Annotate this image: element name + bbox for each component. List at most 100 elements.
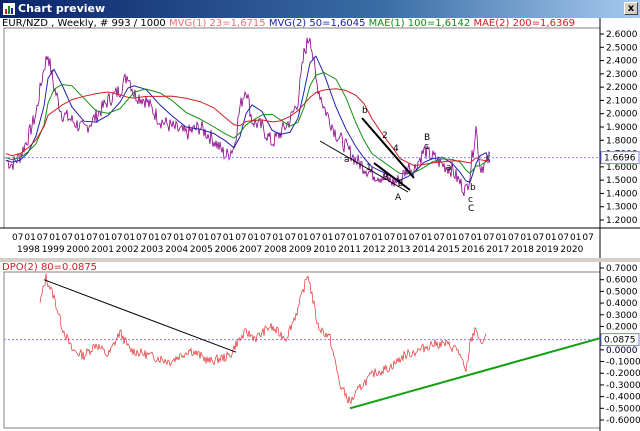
wave-annotation: c bbox=[468, 195, 473, 205]
x-month-label: 01 bbox=[124, 233, 135, 243]
x-month-label: 01 bbox=[248, 233, 259, 243]
x-month-label: 01 bbox=[446, 233, 457, 243]
x-month-label: 01 bbox=[496, 233, 507, 243]
x-month-label: 07 bbox=[508, 233, 519, 243]
x-year-label: 2015 bbox=[437, 245, 460, 255]
y-tick-label: 2.4000 bbox=[606, 57, 638, 67]
x-month-label: 01 bbox=[173, 233, 184, 243]
dpo-y-tick-label: -0.4000 bbox=[606, 393, 640, 403]
mvg1-legend: MVG(1) 23=1,6715 bbox=[168, 18, 266, 29]
dpo-uptrend-line bbox=[349, 337, 601, 410]
title-bar[interactable]: Chart preview x bbox=[0, 0, 640, 18]
y-tick-label: 1.5000 bbox=[606, 176, 638, 186]
x-month-label: 01 bbox=[322, 233, 333, 243]
x-year-label: 2020 bbox=[560, 245, 583, 255]
dpo-y-tick-label: -0.5000 bbox=[606, 404, 640, 414]
wave-annotation: a bbox=[344, 155, 350, 165]
y-tick-label: 1.9000 bbox=[606, 123, 638, 133]
x-month-label: 07 bbox=[310, 233, 321, 243]
y-tick-label: 2.6000 bbox=[606, 30, 638, 40]
x-month-label: 01 bbox=[520, 233, 531, 243]
x-month-label: 07 bbox=[62, 233, 73, 243]
last-value-label: 1.6696 bbox=[604, 154, 636, 164]
x-month-label: 01 bbox=[223, 233, 234, 243]
dpo-y-tick-label: -0.6000 bbox=[606, 416, 640, 426]
x-month-label: 07 bbox=[111, 233, 122, 243]
x-month-label: 07 bbox=[210, 233, 221, 243]
x-month-label: 07 bbox=[235, 233, 246, 243]
x-month-label: 01 bbox=[396, 233, 407, 243]
x-year-label: 2017 bbox=[486, 245, 509, 255]
x-year-label: 2013 bbox=[388, 245, 411, 255]
close-button[interactable]: x bbox=[624, 2, 638, 15]
mae1-legend: MAE(1) 100=1,6142 bbox=[368, 18, 471, 29]
x-month-label: 01 bbox=[24, 233, 35, 243]
window-title: Chart preview bbox=[18, 2, 106, 15]
x-month-label: 07 bbox=[558, 233, 569, 243]
dpo-chart-panel[interactable]: 0.70000.60000.50000.40000.30000.20000.10… bbox=[0, 262, 640, 431]
x-month-label: 07 bbox=[260, 233, 271, 243]
x-year-label: 2008 bbox=[264, 245, 287, 255]
x-month-label: 01 bbox=[372, 233, 383, 243]
dpo-series-line bbox=[39, 273, 487, 405]
x-year-label: 2009 bbox=[289, 245, 312, 255]
dpo-y-tick-label: 0.7000 bbox=[606, 264, 638, 274]
x-month-label: 07 bbox=[359, 233, 370, 243]
x-year-label: 1998 bbox=[17, 245, 40, 255]
mvg2-legend: MVG(2) 50=1,6045 bbox=[268, 18, 366, 29]
mvg2-line bbox=[5, 55, 491, 184]
x-year-label: 2007 bbox=[239, 245, 262, 255]
dpo-y-tick-label: 0.4000 bbox=[606, 299, 638, 309]
y-tick-label: 2.0000 bbox=[606, 110, 638, 120]
wave-annotation: 1 bbox=[366, 163, 372, 173]
x-year-label: 2006 bbox=[215, 245, 238, 255]
dpo-chart[interactable]: 0.70000.60000.50000.40000.30000.20000.10… bbox=[0, 262, 640, 431]
plot-area bbox=[3, 27, 601, 229]
wave-annotation: 5 bbox=[398, 179, 404, 189]
dpo-plot-area bbox=[3, 271, 601, 429]
dpo-y-tick-label: -0.1000 bbox=[606, 358, 640, 368]
x-month-label: 01 bbox=[272, 233, 283, 243]
dpo-downtrend-line bbox=[43, 279, 237, 353]
dpo-y-tick-label: 0.5000 bbox=[606, 287, 638, 297]
x-month-label: 01 bbox=[347, 233, 358, 243]
y-tick-label: 1.6000 bbox=[606, 163, 638, 173]
x-year-label: 2016 bbox=[462, 245, 485, 255]
chart-app-icon bbox=[3, 3, 15, 15]
wave-annotation: 3 bbox=[383, 173, 389, 183]
y-tick-label: 2.3000 bbox=[606, 70, 638, 80]
x-year-label: 2012 bbox=[363, 245, 386, 255]
price-chart[interactable]: 2.6000 2.5000 2.4000 2.3000 2.2000 2.1000 2.00… bbox=[0, 18, 640, 258]
x-month-label: 07 bbox=[86, 233, 97, 243]
dpo-y-tick-label: -0.3000 bbox=[606, 381, 640, 391]
x-month-label: 07 bbox=[384, 233, 395, 243]
x-month-label: 01 bbox=[99, 233, 110, 243]
price-chart-panel[interactable]: 2.6000 2.5000 2.4000 2.3000 2.2000 2.1000 2.00… bbox=[0, 18, 640, 258]
x-month-label: 07 bbox=[285, 233, 296, 243]
x-year-label: 2005 bbox=[190, 245, 213, 255]
wave-annotation: a bbox=[446, 163, 452, 173]
wave-annotation: b bbox=[470, 183, 476, 193]
x-month-label: 01 bbox=[148, 233, 159, 243]
x-year-label: 2011 bbox=[338, 245, 361, 255]
wave-annotation: c bbox=[424, 142, 429, 152]
dpo-last-value-label: 0.0875 bbox=[604, 336, 636, 346]
dpo-y-tick-label: 0.0000 bbox=[606, 346, 638, 356]
x-year-label: 2001 bbox=[91, 245, 114, 255]
wave-annotation: 4 bbox=[393, 144, 399, 154]
price-series-line bbox=[5, 37, 491, 197]
x-year-label: 2014 bbox=[412, 245, 435, 255]
x-month-label: 01 bbox=[74, 233, 85, 243]
x-month-label: 01 bbox=[49, 233, 60, 243]
wave-annotation: A bbox=[395, 193, 402, 203]
x-month-label: 07 bbox=[582, 233, 593, 243]
price-legend: EUR/NZD , Weekly, # 993 / 1000 MVG(1) 23… bbox=[2, 18, 575, 29]
dpo-y-tick-label: -0.2000 bbox=[606, 369, 640, 379]
x-month-label: 01 bbox=[421, 233, 432, 243]
x-month-label: 01 bbox=[198, 233, 209, 243]
x-month-label: 07 bbox=[483, 233, 494, 243]
x-year-label: 2004 bbox=[165, 245, 188, 255]
wave-annotation: C bbox=[468, 204, 474, 214]
x-month-label: 01 bbox=[471, 233, 482, 243]
